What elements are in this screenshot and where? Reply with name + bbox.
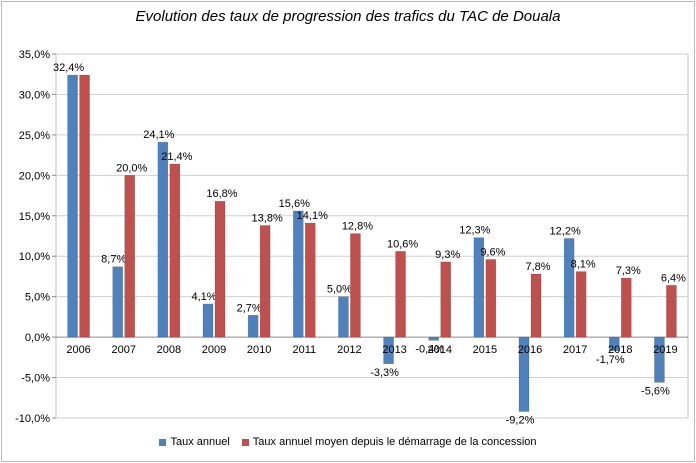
data-label-taux-moyen: 8,1% — [571, 259, 596, 271]
data-label-taux-moyen: 21,4% — [161, 151, 192, 163]
bar-taux-moyen — [350, 233, 361, 338]
bar-taux-moyen — [485, 259, 497, 338]
data-label-taux-moyen: 14,1% — [297, 210, 328, 222]
legend-swatch-series-1 — [159, 438, 167, 446]
y-tick-label: 35,0% — [19, 49, 50, 61]
data-label-taux-moyen: 13,8% — [252, 212, 283, 224]
data-label-taux-annuel: 12,2% — [550, 225, 581, 237]
data-label-taux-annuel: 8,7% — [101, 254, 126, 266]
data-label-taux-annuel: 32,4% — [53, 62, 84, 74]
chart-title: Evolution des taux de progression des tr… — [135, 8, 561, 25]
bar-taux-moyen — [530, 273, 542, 338]
bar-taux-moyen — [305, 222, 316, 338]
x-tick-label: 2018 — [608, 344, 632, 356]
data-label-taux-annuel: 4,1% — [191, 291, 216, 303]
x-tick-label: 2007 — [111, 344, 135, 356]
data-label-taux-annuel: -3,3% — [370, 367, 399, 379]
bar-taux-moyen — [169, 163, 181, 338]
y-tick-label: 5,0% — [25, 292, 50, 304]
bar-taux-annuel — [383, 336, 394, 365]
data-label-taux-annuel: -1,7% — [596, 354, 625, 366]
y-tick-label: -5,0% — [21, 373, 50, 385]
legend-swatch-series-2 — [241, 438, 249, 446]
x-tick-label: 2009 — [202, 344, 226, 356]
data-label-taux-annuel: 5,0% — [327, 284, 352, 296]
data-label-taux-moyen: 7,3% — [616, 265, 641, 277]
data-label-taux-moyen: 16,8% — [206, 188, 237, 200]
bar-taux-annuel — [518, 336, 530, 412]
x-tick-label: 2006 — [66, 344, 90, 356]
bar-taux-annuel — [338, 296, 349, 338]
legend-label-series-2: Taux annuel moyen depuis le démarrage de… — [252, 436, 537, 448]
data-label-taux-annuel: -9,2% — [506, 415, 535, 427]
bar-taux-annuel — [563, 238, 575, 338]
bar-taux-annuel — [112, 266, 123, 338]
x-tick-label: 2012 — [337, 344, 361, 356]
y-tick-label: 25,0% — [19, 130, 50, 142]
y-tick-label: 0,0% — [25, 332, 50, 344]
bar-taux-annuel — [473, 237, 485, 338]
y-tick-label: 10,0% — [19, 251, 50, 263]
data-label-taux-annuel: 15,6% — [279, 198, 310, 210]
bar-taux-moyen — [666, 285, 677, 338]
plot-area-border — [55, 53, 689, 419]
y-tick-label: 30,0% — [19, 89, 50, 101]
x-tick-label: 2010 — [247, 344, 271, 356]
x-tick-label: 2011 — [292, 344, 316, 356]
y-tick-label: 20,0% — [19, 170, 50, 182]
bar-taux-annuel — [202, 303, 214, 338]
bar-taux-moyen — [440, 261, 451, 338]
data-label-taux-moyen: 7,8% — [525, 261, 550, 273]
chart-legend: Taux annuel Taux annuel moyen depuis le … — [0, 436, 696, 448]
bar-taux-moyen — [575, 271, 587, 338]
data-label-taux-moyen: 6,4% — [661, 272, 686, 284]
data-label-taux-annuel: -0,4% — [415, 343, 444, 355]
bar-taux-annuel — [157, 141, 169, 338]
bar-taux-annuel — [428, 336, 439, 341]
legend-label-series-1: Taux annuel — [170, 436, 230, 448]
data-label-taux-moyen: 12,8% — [342, 221, 373, 233]
bar-taux-moyen — [79, 74, 90, 338]
data-label-taux-moyen: 20,0% — [116, 162, 147, 174]
x-tick-label: 2013 — [382, 344, 406, 356]
x-tick-label: 2019 — [653, 344, 677, 356]
x-tick-label: 2014 — [427, 344, 451, 356]
bar-taux-annuel — [247, 315, 259, 338]
data-label-taux-annuel: -5,6% — [641, 385, 670, 397]
x-tick-label: 2016 — [518, 344, 542, 356]
bar-taux-moyen — [621, 277, 632, 338]
bar-taux-moyen — [395, 251, 406, 338]
bar-taux-moyen — [124, 175, 135, 338]
data-label-taux-moyen: 9,3% — [435, 249, 460, 261]
bar-taux-moyen — [259, 225, 271, 338]
y-tick-label: -10,0% — [15, 413, 50, 425]
x-tick-label: 2017 — [563, 344, 587, 356]
data-label-taux-moyen: 9,6% — [480, 246, 505, 258]
x-tick-label: 2008 — [157, 344, 181, 356]
data-label-taux-annuel: 24,1% — [143, 129, 174, 141]
bar-taux-annuel — [609, 336, 620, 352]
bar-taux-annuel — [654, 336, 665, 383]
y-tick-label: 15,0% — [19, 211, 50, 223]
data-label-taux-annuel: 2,7% — [237, 302, 262, 314]
bar-taux-moyen — [214, 200, 226, 338]
data-label-taux-moyen: 10,6% — [387, 238, 418, 250]
data-label-taux-annuel: 12,3% — [459, 225, 490, 237]
x-tick-label: 2015 — [473, 344, 497, 356]
bar-taux-annuel — [67, 74, 78, 338]
legend-item-series-2: Taux annuel moyen depuis le démarrage de… — [241, 436, 537, 448]
legend-item-series-1: Taux annuel — [159, 436, 230, 448]
bar-taux-annuel — [293, 210, 304, 338]
